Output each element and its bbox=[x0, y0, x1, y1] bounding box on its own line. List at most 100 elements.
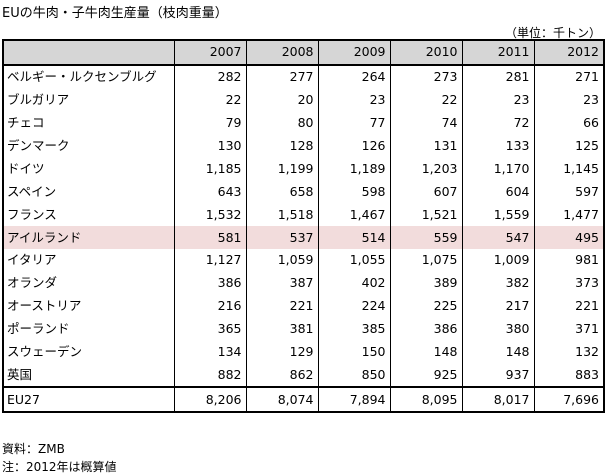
value-cell: 221 bbox=[246, 294, 319, 318]
country-name: チェコ bbox=[2, 111, 175, 135]
table-row: ベルギー・ルクセンブルグ 282 277 264 273 281 271 bbox=[2, 64, 605, 89]
value-cell: 216 bbox=[174, 294, 247, 318]
country-name: ブルガリア bbox=[2, 88, 175, 112]
value-cell: 1,170 bbox=[462, 157, 535, 181]
value-cell: 281 bbox=[462, 64, 535, 89]
year-header: 2010 bbox=[390, 39, 463, 66]
value-cell: 1,199 bbox=[246, 157, 319, 181]
value-cell: 134 bbox=[174, 340, 247, 364]
table-row: スウェーデン 134 129 150 148 148 132 bbox=[2, 340, 605, 364]
value-cell: 386 bbox=[390, 317, 463, 341]
country-name: アイルランド bbox=[2, 226, 175, 250]
value-cell: 133 bbox=[462, 134, 535, 158]
footnote: 注：2012年は概算値 bbox=[2, 460, 117, 474]
value-cell: 1,521 bbox=[390, 203, 463, 227]
value-cell: 221 bbox=[534, 294, 605, 318]
value-cell: 1,055 bbox=[318, 249, 391, 272]
value-cell: 559 bbox=[390, 226, 463, 250]
table-row: チェコ 79 80 77 74 72 66 bbox=[2, 111, 605, 135]
value-cell: 1,189 bbox=[318, 157, 391, 181]
value-cell: 22 bbox=[390, 88, 463, 112]
value-cell: 1,009 bbox=[462, 249, 535, 272]
value-cell: 373 bbox=[534, 271, 605, 295]
country-name: EU27 bbox=[2, 386, 175, 414]
value-cell: 882 bbox=[174, 363, 247, 388]
value-cell: 277 bbox=[246, 64, 319, 89]
country-name: スペイン bbox=[2, 180, 175, 204]
table-row: アイルランド 581 537 514 559 547 495 bbox=[2, 226, 605, 250]
value-cell: 148 bbox=[390, 340, 463, 364]
value-cell: 495 bbox=[534, 226, 605, 250]
value-cell: 126 bbox=[318, 134, 391, 158]
value-cell: 130 bbox=[174, 134, 247, 158]
value-cell: 643 bbox=[174, 180, 247, 204]
value-cell: 850 bbox=[318, 363, 391, 388]
production-table: 2007 2008 2009 2010 2011 2012 ベルギー・ルクセンブ… bbox=[2, 39, 605, 414]
value-cell: 23 bbox=[318, 88, 391, 112]
value-cell: 8,206 bbox=[174, 386, 247, 414]
value-cell: 66 bbox=[534, 111, 605, 135]
value-cell: 607 bbox=[390, 180, 463, 204]
table-row: ポーランド 365 381 385 386 380 371 bbox=[2, 317, 605, 341]
value-cell: 271 bbox=[534, 64, 605, 89]
table-row: ブルガリア 22 20 23 22 23 23 bbox=[2, 88, 605, 112]
value-cell: 8,017 bbox=[462, 386, 535, 414]
value-cell: 264 bbox=[318, 64, 391, 89]
value-cell: 1,203 bbox=[390, 157, 463, 181]
value-cell: 148 bbox=[462, 340, 535, 364]
table-title: EUの牛肉・子牛肉生産量（枝肉重量） bbox=[2, 6, 228, 21]
value-cell: 385 bbox=[318, 317, 391, 341]
value-cell: 371 bbox=[534, 317, 605, 341]
value-cell: 547 bbox=[462, 226, 535, 250]
value-cell: 1,145 bbox=[534, 157, 605, 181]
country-name: フランス bbox=[2, 203, 175, 227]
country-name: イタリア bbox=[2, 249, 175, 272]
value-cell: 129 bbox=[246, 340, 319, 364]
year-header: 2007 bbox=[174, 39, 247, 66]
year-header: 2009 bbox=[318, 39, 391, 66]
value-cell: 365 bbox=[174, 317, 247, 341]
value-cell: 598 bbox=[318, 180, 391, 204]
value-cell: 132 bbox=[534, 340, 605, 364]
value-cell: 537 bbox=[246, 226, 319, 250]
value-cell: 1,467 bbox=[318, 203, 391, 227]
year-header: 2011 bbox=[462, 39, 535, 66]
value-cell: 925 bbox=[390, 363, 463, 388]
value-cell: 514 bbox=[318, 226, 391, 250]
value-cell: 150 bbox=[318, 340, 391, 364]
country-name: ポーランド bbox=[2, 317, 175, 341]
value-cell: 1,532 bbox=[174, 203, 247, 227]
value-cell: 1,477 bbox=[534, 203, 605, 227]
table-row: 英国 882 862 850 925 937 883 bbox=[2, 363, 605, 388]
value-cell: 1,185 bbox=[174, 157, 247, 181]
value-cell: 22 bbox=[174, 88, 247, 112]
value-cell: 8,095 bbox=[390, 386, 463, 414]
value-cell: 128 bbox=[246, 134, 319, 158]
value-cell: 883 bbox=[534, 363, 605, 388]
table-body: ベルギー・ルクセンブルグ 282 277 264 273 281 271 ブルガリア 22 20 2… bbox=[2, 64, 605, 414]
value-cell: 8,074 bbox=[246, 386, 319, 414]
value-cell: 74 bbox=[390, 111, 463, 135]
value-cell: 72 bbox=[462, 111, 535, 135]
value-cell: 225 bbox=[390, 294, 463, 318]
value-cell: 23 bbox=[462, 88, 535, 112]
header-corner bbox=[2, 39, 175, 66]
header-row: 2007 2008 2009 2010 2011 2012 bbox=[2, 39, 605, 66]
source-note: 資料：ZMB bbox=[2, 442, 65, 456]
value-cell: 402 bbox=[318, 271, 391, 295]
value-cell: 282 bbox=[174, 64, 247, 89]
value-cell: 125 bbox=[534, 134, 605, 158]
value-cell: 382 bbox=[462, 271, 535, 295]
unit-label: （単位：千トン） bbox=[504, 26, 601, 40]
table-row: ドイツ 1,185 1,199 1,189 1,203 1,170 1,145 bbox=[2, 157, 605, 181]
table-row: オランダ 386 387 402 389 382 373 bbox=[2, 271, 605, 295]
table-row: スペイン 643 658 598 607 604 597 bbox=[2, 180, 605, 204]
value-cell: 224 bbox=[318, 294, 391, 318]
country-name: 英国 bbox=[2, 363, 175, 388]
value-cell: 79 bbox=[174, 111, 247, 135]
table-row: フランス 1,532 1,518 1,467 1,521 1,559 1,477 bbox=[2, 203, 605, 227]
value-cell: 389 bbox=[390, 271, 463, 295]
value-cell: 981 bbox=[534, 249, 605, 272]
year-header: 2008 bbox=[246, 39, 319, 66]
country-name: オーストリア bbox=[2, 294, 175, 318]
